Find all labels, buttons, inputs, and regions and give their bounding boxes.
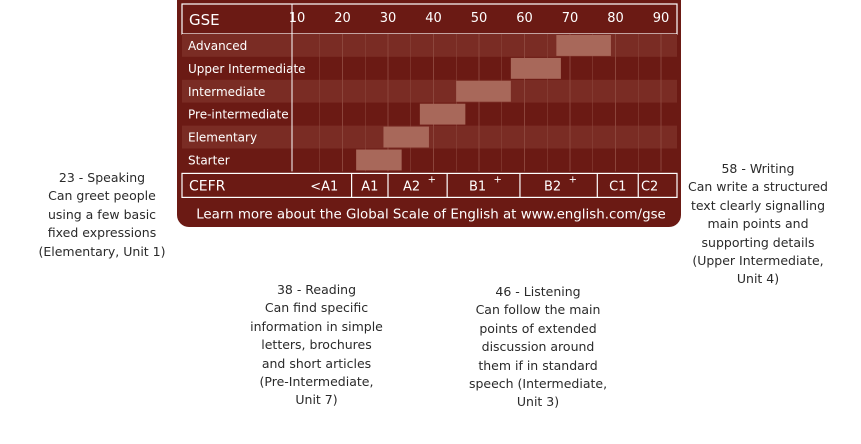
cefr-plus-mark: + [494, 174, 502, 185]
annotation-line: 38 - Reading [276, 282, 357, 297]
annotation-line: letters, brochures [261, 337, 372, 353]
gse-tick-label: 50 [471, 11, 488, 26]
level-label: Upper Intermediate [188, 62, 306, 76]
level-row [182, 34, 677, 57]
level-label: Pre-intermediate [188, 108, 289, 122]
annotation-line: 58 - Writing [721, 161, 795, 176]
gse-tick-label: 60 [516, 11, 533, 26]
cefr-band-label: C1 [609, 179, 626, 194]
gse-tick-label: 70 [562, 11, 579, 26]
gse-range-bar [556, 35, 611, 56]
level-label: Starter [188, 154, 230, 168]
level-label: Advanced [188, 39, 247, 53]
gse-chart: GSE 10 20 30 40 50 60 70 80 90 Advanced Upper Inter… [177, 0, 681, 227]
gse-tick-label: 10 [289, 11, 306, 26]
gse-header [181, 3, 678, 35]
annotation-line: 46 - Listening [495, 284, 581, 299]
annotation-line: Can follow the main [475, 302, 601, 318]
annotation-line: Unit 4) [736, 271, 780, 287]
annotation-line: Unit 7) [295, 392, 338, 408]
cefr-band-label: A2 [403, 179, 420, 194]
cefr-band-label: A1 [361, 179, 378, 194]
cefr-row [181, 172, 678, 198]
cefr-band-label: B2 [544, 179, 561, 194]
annotation-line: Unit 3) [516, 394, 560, 410]
gse-tick-label: 20 [334, 11, 351, 26]
annotation-line: Can find specific [264, 300, 369, 316]
annotation-line: (Elementary, Unit 1) [38, 243, 166, 259]
gse-tick-label: 40 [425, 11, 442, 26]
gse-tick-label: 80 [607, 11, 624, 26]
annotation-listening: 46 - Listening Can follow the main points … [453, 283, 623, 412]
cefr-label: CEFR [189, 178, 226, 194]
annotation-line: text clearly signalling [690, 197, 826, 213]
gse-footer-link: Learn more about the Global Scale of Eng… [196, 207, 666, 222]
cefr-band-label: B1 [469, 179, 486, 194]
annotation-line: supporting details [701, 234, 815, 250]
cefr-band-label: C2 [641, 179, 658, 194]
gse-tick-label: 30 [380, 11, 397, 26]
annotation-line: points of extended [479, 320, 597, 336]
annotation-line: them if in standard [478, 357, 598, 373]
level-row [182, 79, 677, 103]
annotation-speaking: 23 - Speaking Can greet people using a few… [22, 169, 182, 261]
annotation-line: and short articles [261, 355, 372, 371]
annotation-writing: 58 - Writing Can write a structured text c… [678, 160, 838, 289]
annotation-line: main points and [707, 216, 809, 232]
annotation-line: (Pre-Intermediate, [259, 374, 374, 390]
gse-range-bar [419, 103, 466, 125]
annotation-line: fixed expressions [47, 225, 157, 241]
gse-axis-label: GSE [189, 11, 220, 29]
annotation-line: 23 - Speaking [58, 170, 146, 185]
cefr-band-label: <A1 [310, 179, 338, 194]
cefr-plus-mark: + [569, 174, 577, 185]
annotation-line: using a few basic [47, 206, 157, 222]
level-label: Elementary [188, 131, 257, 145]
annotation-reading: 38 - Reading Can find specific information… [234, 281, 399, 410]
gse-chart-svg: GSE 10 20 30 40 50 60 70 80 90 Advanced Upper Inter… [181, 3, 678, 222]
gse-range-bar [356, 149, 402, 171]
gse-range-bar [456, 80, 511, 102]
level-label: Intermediate [188, 85, 265, 99]
annotation-line: discussion around [481, 339, 595, 355]
annotation-line: speech (Intermediate, [468, 376, 608, 392]
level-row [182, 148, 677, 172]
annotation-line: (Upper Intermediate, [692, 253, 824, 269]
gse-tick-label: 90 [653, 11, 670, 26]
cefr-plus-mark: + [428, 174, 436, 185]
annotation-line: information in simple [250, 318, 383, 334]
gse-range-bar [383, 126, 429, 148]
annotation-line: Can greet people [48, 188, 156, 204]
level-row [182, 125, 677, 149]
gse-range-bar [510, 57, 561, 79]
annotation-line: Can write a structured [688, 179, 828, 195]
